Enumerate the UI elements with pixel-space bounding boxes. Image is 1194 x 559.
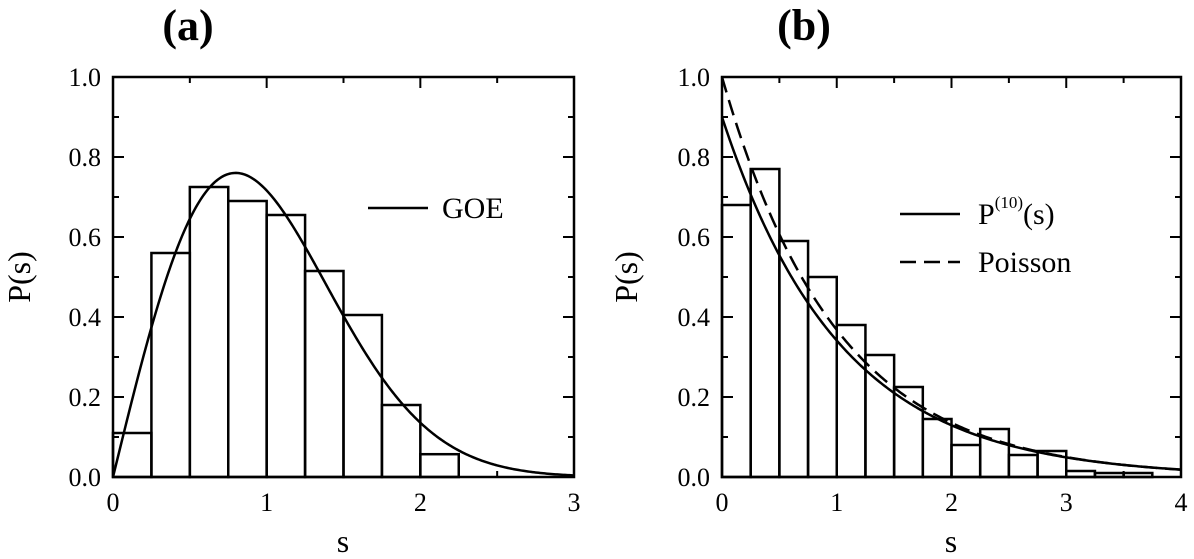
x-tick-label: 0 [716,488,729,517]
y-axis-label-b: P(s) [608,251,644,303]
x-tick-label: 1 [830,488,843,517]
x-tick-label: 2 [414,488,427,517]
histogram-bar [749,167,781,479]
histogram-bar [921,417,953,479]
x-axis-label-a: s [337,523,349,559]
y-tick-label: 0.4 [69,303,102,332]
y-tick-label: 0.2 [678,383,711,412]
y-tick-label: 0.2 [69,383,102,412]
histogram-bar [265,213,307,479]
panel-b-title: (b) [777,1,831,50]
legend-label-p10-base: P [978,198,995,231]
histogram-bar [303,269,345,479]
y-tick-labels-a: 0.0 0.2 0.4 0.6 0.8 1.0 [69,63,102,492]
histogram-bar [892,385,925,479]
legend-label-goe: GOE [442,192,504,225]
y-tick-label: 0.0 [678,463,711,492]
histogram-bar [950,443,982,479]
legend-label-poisson: Poisson [978,246,1071,279]
y-tick-labels-b: 0.0 0.2 0.4 0.6 0.8 1.0 [678,63,711,492]
y-tick-label: 1.0 [69,63,102,92]
y-tick-label: 0.8 [69,143,102,172]
x-tick-label: 2 [945,488,958,517]
histogram-bar [1007,453,1039,479]
p10-curve [720,116,1182,471]
histogram-bar [150,251,192,479]
legend-a: GOE [368,192,504,225]
y-tick-label: 0.8 [678,143,711,172]
axis-ticks-b [721,76,1182,478]
y-tick-label: 1.0 [678,63,711,92]
goe-curve [111,171,575,478]
x-tick-labels-b: 0 1 2 3 4 [716,488,1188,517]
panel-a-title: (a) [162,1,213,50]
x-tick-labels-a: 0 1 2 3 [107,488,581,517]
histogram-bar [227,199,268,479]
legend-label-p10: P(10)(s) [978,193,1055,231]
x-tick-label: 4 [1175,488,1188,517]
legend-label-p10-sup: (10) [995,193,1023,212]
histogram-bar [419,452,461,479]
histogram-bar [778,239,810,479]
histogram-bar [342,313,384,479]
axis-ticks-a [112,76,575,478]
x-tick-label: 1 [260,488,273,517]
histogram-bar [188,185,230,479]
y-tick-label: 0.0 [69,463,102,492]
x-tick-label: 3 [1060,488,1073,517]
legend-label-p10-tail: (s) [1023,198,1055,231]
chart-panel-a: (a) 0 1 2 3 0.0 0.2 0.4 0.6 0.8 1.0 s P(s) GOE [1,1,581,559]
y-tick-label: 0.4 [678,303,711,332]
y-tick-label: 0.6 [69,223,102,252]
histogram-bar [806,275,838,479]
poisson-curve [720,76,1182,471]
x-axis-label-b: s [945,523,957,559]
x-tick-label: 3 [568,488,581,517]
y-axis-label-a: P(s) [1,251,37,303]
histogram-a [111,185,461,479]
x-tick-label: 0 [107,488,120,517]
legend-b: P(10)(s) Poisson [900,193,1071,279]
y-tick-label: 0.6 [678,223,711,252]
